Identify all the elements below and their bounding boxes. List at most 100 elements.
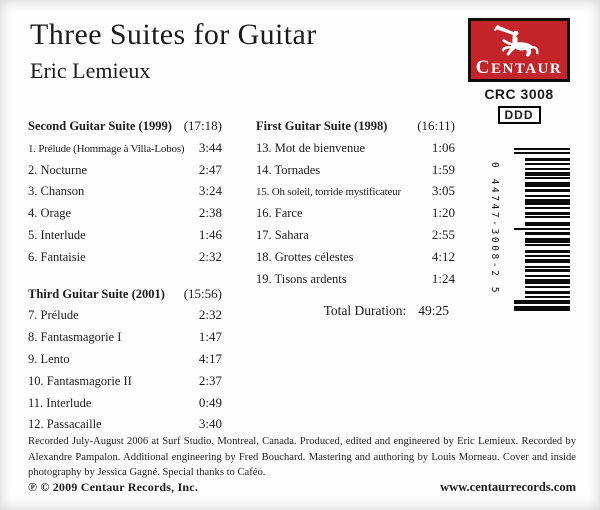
barcode-bar bbox=[525, 279, 570, 284]
artist-name: Eric Lemieux bbox=[30, 58, 151, 83]
suite-duration: (16:11) bbox=[417, 118, 455, 133]
track-row: 14. Tornades 1:59 bbox=[256, 162, 455, 184]
track-title: 2. Nocturne bbox=[28, 162, 88, 177]
track-row: 15. Oh soleil, torride mystificateur 3:0… bbox=[256, 183, 455, 205]
suite-header: Second Guitar Suite (1999) (17:18) bbox=[28, 118, 222, 140]
barcode-bar bbox=[525, 291, 570, 294]
track-row: 3. Chanson 3:24 bbox=[28, 183, 222, 205]
track-time: 1:47 bbox=[198, 329, 222, 345]
track-title: 12. Passacaille bbox=[28, 417, 102, 432]
track-title: 19. Tisons ardents bbox=[256, 271, 347, 286]
suite-section: First Guitar Suite (1998) (16:11) 13. Mo… bbox=[256, 118, 455, 292]
barcode-bar bbox=[525, 199, 570, 205]
track-time: 3:05 bbox=[431, 183, 455, 199]
track-time: 0:49 bbox=[198, 394, 222, 410]
track-time: 2:37 bbox=[198, 372, 222, 388]
barcode-bars bbox=[514, 148, 570, 311]
track-time: 3:44 bbox=[198, 139, 222, 155]
format-badge-wrap: DDD bbox=[468, 106, 570, 124]
track-title: 10. Fantasmagorie II bbox=[28, 373, 132, 388]
barcode-bar bbox=[514, 152, 570, 154]
total-duration-label: Total Duration: bbox=[323, 303, 407, 319]
barcode-bar bbox=[525, 238, 570, 243]
track-row: 11. Interlude 0:49 bbox=[28, 395, 222, 417]
upc-barcode: 0 44747-3008-2 5 bbox=[489, 146, 572, 324]
barcode-bar bbox=[525, 286, 570, 288]
tracklist-left-column: Second Guitar Suite (1999) (17:18) 1. Pr… bbox=[28, 118, 222, 438]
barcode-bar bbox=[525, 207, 570, 209]
track-time: 2:32 bbox=[198, 307, 222, 323]
track-row: 18. Grottes célestes 4:12 bbox=[256, 249, 455, 271]
barcode-bar bbox=[525, 189, 570, 192]
track-time: 4:12 bbox=[431, 248, 455, 264]
track-time: 3:24 bbox=[198, 183, 222, 199]
barcode-bar bbox=[525, 266, 570, 268]
track-time: 1:06 bbox=[431, 139, 455, 155]
track-time: 3:40 bbox=[198, 416, 222, 432]
track-title: 9. Lento bbox=[28, 351, 70, 366]
track-row: 1. Prélude (Hommage à Villa-Lobos) 3:44 bbox=[28, 140, 222, 162]
track-title: 13. Mot de bienvenue bbox=[256, 140, 366, 155]
track-row: 10. Fantasmagorie II 2:37 bbox=[28, 373, 222, 395]
track-title: 4. Orage bbox=[28, 206, 72, 221]
suite-duration: (17:18) bbox=[183, 118, 222, 133]
barcode-bar bbox=[514, 306, 570, 311]
track-title: 11. Interlude bbox=[28, 395, 92, 410]
barcode-bar bbox=[514, 300, 570, 304]
total-duration-time: 49:25 bbox=[418, 303, 449, 319]
tracklist-right-column: First Guitar Suite (1998) (16:11) 13. Mo… bbox=[256, 118, 455, 319]
track-title: 7. Prélude bbox=[28, 308, 79, 323]
barcode-bar bbox=[525, 296, 570, 298]
barcode-bar bbox=[525, 168, 570, 170]
suite-header: Third Guitar Suite (2001) (15:56) bbox=[28, 286, 222, 308]
track-row: 7. Prélude 2:32 bbox=[28, 307, 222, 329]
suite-duration: (15:56) bbox=[183, 285, 222, 301]
barcode-bar bbox=[525, 163, 570, 165]
track-title: 5. Interlude bbox=[28, 227, 86, 242]
track-time: 2:32 bbox=[198, 248, 222, 264]
track-row: 13. Mot de bienvenue 1:06 bbox=[256, 140, 455, 162]
barcode-bar bbox=[525, 158, 570, 161]
track-row: 17. Sahara 2:55 bbox=[256, 227, 455, 249]
copyright-notice: ℗ © 2009 Centaur Records, Inc. bbox=[28, 480, 199, 494]
barcode-bar bbox=[514, 148, 570, 150]
track-row: 12. Passacaille 3:40 bbox=[28, 416, 222, 438]
barcode-bar bbox=[525, 195, 570, 197]
track-time: 4:17 bbox=[198, 350, 222, 366]
track-title: 18. Grottes célestes bbox=[256, 249, 354, 264]
track-time: 2:55 bbox=[431, 226, 455, 242]
barcode-bar bbox=[525, 222, 570, 226]
barcode-bar bbox=[525, 269, 570, 272]
label-name: CENTAUR bbox=[475, 57, 563, 78]
track-row: 6. Fantaisie 2:32 bbox=[28, 249, 222, 271]
barcode-bar bbox=[525, 212, 570, 215]
production-credits: Recorded July-August 2006 at Surf Studio… bbox=[28, 436, 576, 478]
track-row: 5. Interlude 1:46 bbox=[28, 227, 222, 249]
suite-tracks: 1. Prélude (Hommage à Villa-Lobos) 3:44 … bbox=[28, 140, 222, 271]
track-time: 2:38 bbox=[198, 205, 222, 221]
barcode-digits: 0 44747-3008-2 5 bbox=[489, 162, 500, 296]
track-time: 1:46 bbox=[198, 226, 222, 242]
track-title: 17. Sahara bbox=[256, 227, 309, 242]
track-row: 2. Nocturne 2:47 bbox=[28, 162, 222, 184]
track-time: 1:20 bbox=[431, 205, 455, 221]
barcode-bar bbox=[525, 259, 570, 263]
barcode-bar bbox=[525, 255, 570, 257]
track-time: 2:47 bbox=[198, 161, 222, 177]
suite-section: Second Guitar Suite (1999) (17:18) 1. Pr… bbox=[28, 118, 222, 271]
barcode-bar bbox=[514, 228, 570, 230]
catalog-number: CRC 3008 bbox=[484, 86, 554, 102]
label-website: www.centaurrecords.com bbox=[440, 480, 576, 494]
barcode-bar bbox=[525, 182, 570, 187]
barcode-bar bbox=[525, 172, 570, 176]
recording-format-badge: DDD bbox=[497, 106, 541, 124]
suite-section: Third Guitar Suite (2001) (15:56) 7. Pré… bbox=[28, 286, 222, 439]
track-title: 1. Prélude (Hommage à Villa-Lobos) bbox=[28, 142, 185, 155]
centaur-icon bbox=[493, 24, 539, 57]
barcode-bar bbox=[525, 244, 570, 246]
track-time: 1:24 bbox=[431, 270, 455, 286]
track-row: 9. Lento 4:17 bbox=[28, 351, 222, 373]
track-title: 14. Tornades bbox=[256, 162, 321, 177]
barcode-bar bbox=[525, 275, 570, 277]
